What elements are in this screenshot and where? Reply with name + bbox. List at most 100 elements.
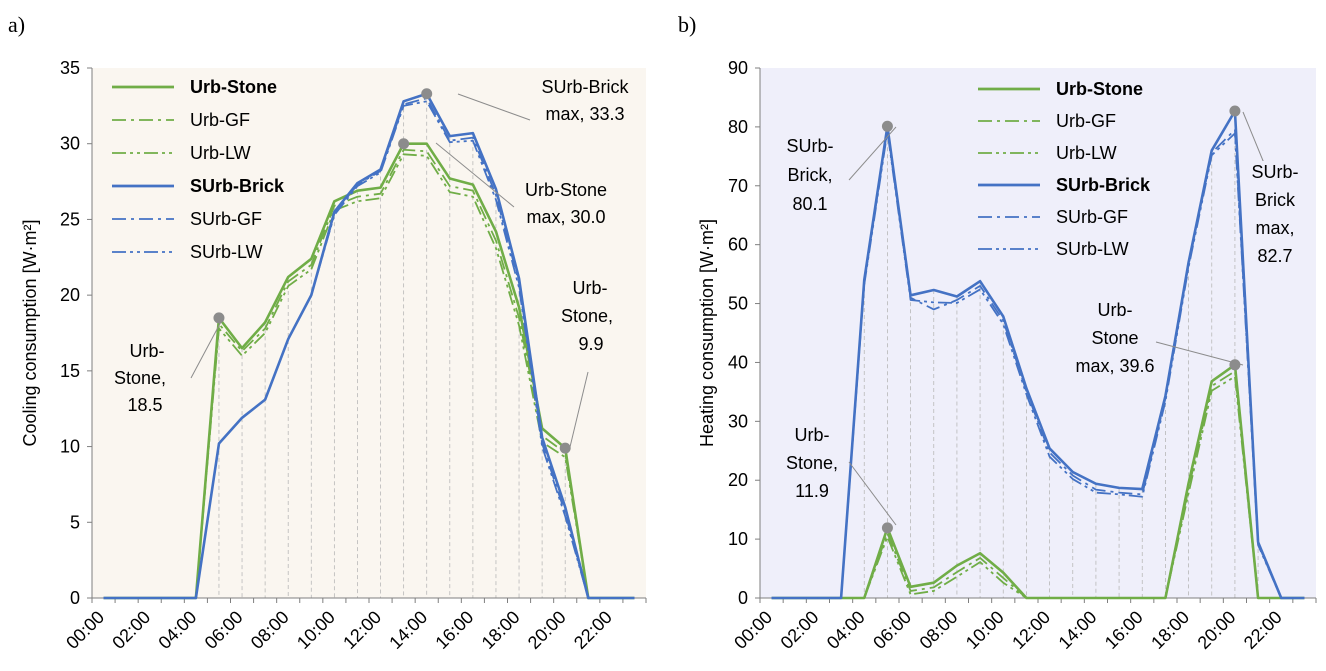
annotation-text: Urb- — [130, 341, 165, 361]
series-line-urb-gf — [771, 370, 1305, 599]
legend-label: SUrb-LW — [190, 242, 263, 262]
y-tick-label: 15 — [60, 361, 80, 381]
annotation-leader — [848, 461, 897, 526]
x-tick-label: 00:00 — [730, 607, 776, 653]
x-tick-label: 06:00 — [201, 607, 247, 653]
legend-bg — [972, 201, 1162, 231]
legend-label: Urb-LW — [1056, 143, 1117, 163]
highlight-marker — [881, 522, 893, 534]
annotation-bg — [778, 164, 842, 187]
annotation-text: Urb-Stone — [525, 180, 607, 200]
x-tick-label: 10:00 — [293, 607, 339, 653]
x-tick-label: 12:00 — [339, 607, 385, 653]
series-line-surb-gf — [103, 97, 635, 599]
x-tick-label: 16:00 — [431, 607, 477, 653]
x-tick-label: 20:00 — [1194, 607, 1240, 653]
annotation-leader — [435, 142, 515, 208]
annotation-text: SUrb- — [1251, 162, 1298, 182]
annotation-bg — [520, 206, 612, 229]
y-tick-label: 10 — [728, 529, 748, 549]
y-tick-label: 10 — [60, 437, 80, 457]
x-tick-label: 20:00 — [524, 607, 570, 653]
x-tick-label: 04:00 — [154, 607, 200, 653]
annotation-text: 18.5 — [127, 395, 162, 415]
y-tick-label: 0 — [738, 588, 748, 608]
annotation-text: max, 30.0 — [526, 207, 605, 227]
annotation-text: Stone, — [114, 368, 166, 388]
annotation-bg — [535, 76, 635, 99]
x-tick-label: 00:00 — [62, 607, 108, 653]
y-tick-label: 30 — [60, 134, 80, 154]
x-tick-label: 22:00 — [1240, 607, 1286, 653]
y-tick-label: 70 — [728, 176, 748, 196]
highlight-marker — [213, 312, 225, 324]
legend-bg — [106, 236, 296, 266]
annotation-bg — [520, 179, 612, 202]
x-tick-label: 08:00 — [916, 607, 962, 653]
annotation-leader — [848, 126, 897, 181]
y-axis-title: Heating consumption [W·m²] — [697, 219, 717, 447]
legend-label: Urb-GF — [1056, 111, 1116, 131]
annotation-text: 11.9 — [795, 481, 829, 501]
annotation-text: max, 33.3 — [545, 104, 624, 124]
x-tick-label: 14:00 — [1055, 607, 1101, 653]
legend-bg — [972, 233, 1162, 263]
chart-panel-a: a) 0 5 10 15 20 25 30 35 00:00 02:00 04:00 06:00 08:0… — [8, 12, 647, 653]
legend-label: Urb-GF — [190, 110, 250, 130]
x-tick-label: 18:00 — [1147, 607, 1193, 653]
annotation-bg — [790, 480, 834, 503]
y-tick-label: 0 — [70, 588, 80, 608]
annotation-bg — [539, 103, 631, 126]
annotation-text: 82.7 — [1257, 246, 1292, 266]
annotation-bg — [1069, 355, 1161, 378]
annotation-text: Brick — [1255, 190, 1296, 210]
legend-label: Urb-Stone — [1056, 79, 1143, 99]
annotation-bg — [1248, 161, 1302, 184]
highlight-marker — [559, 442, 571, 454]
x-tick-label: 16:00 — [1101, 607, 1147, 653]
annotation-text: Urb- — [795, 425, 830, 445]
highlight-marker — [1229, 105, 1241, 117]
legend-bg — [972, 137, 1162, 167]
annotation-bg — [1088, 327, 1142, 350]
y-tick-label: 60 — [728, 235, 748, 255]
legend-bg — [106, 104, 296, 134]
annotation-text: SUrb- — [786, 136, 833, 156]
y-tick-label: 40 — [728, 352, 748, 372]
x-tick-label: 04:00 — [823, 607, 869, 653]
y-tick-label: 80 — [728, 117, 748, 137]
annotation-bg — [788, 193, 832, 216]
annotation-bg — [1093, 299, 1137, 322]
series-line-surb-lw — [103, 100, 635, 599]
highlight-marker — [881, 120, 893, 132]
annotation-text: Urb- — [1098, 300, 1133, 320]
legend-label: SUrb-GF — [1056, 207, 1128, 227]
legend-label: Urb-Stone — [190, 77, 277, 97]
annotation-leader — [1155, 341, 1244, 366]
annotation-text: Stone, — [786, 453, 838, 473]
annotation-bg — [1253, 217, 1297, 240]
y-tick-label: 25 — [60, 209, 80, 229]
highlight-marker — [398, 138, 410, 150]
annotation-text: Stone, — [561, 306, 613, 326]
annotation-text: max, 39.6 — [1075, 356, 1154, 376]
annotation-bg — [1248, 189, 1302, 212]
x-tick-label: 06:00 — [869, 607, 915, 653]
highlight-marker — [1229, 359, 1241, 371]
x-tick-label: 12:00 — [1008, 607, 1054, 653]
annotation-bg — [1253, 245, 1297, 268]
legend-bg — [106, 137, 296, 167]
y-tick-label: 30 — [728, 411, 748, 431]
annotation-text: Brick, — [788, 165, 833, 185]
annotation-bg — [790, 424, 834, 447]
x-tick-label: 18:00 — [478, 607, 524, 653]
y-tick-label: 20 — [728, 470, 748, 490]
series-line-urb-lw — [771, 375, 1305, 599]
panel-label: b) — [678, 12, 696, 37]
annotation-bg — [125, 340, 169, 363]
annotation-bg — [573, 333, 609, 356]
annotation-bg — [568, 277, 612, 300]
y-tick-label: 90 — [728, 58, 748, 78]
legend-label: SUrb-Brick — [190, 176, 285, 196]
